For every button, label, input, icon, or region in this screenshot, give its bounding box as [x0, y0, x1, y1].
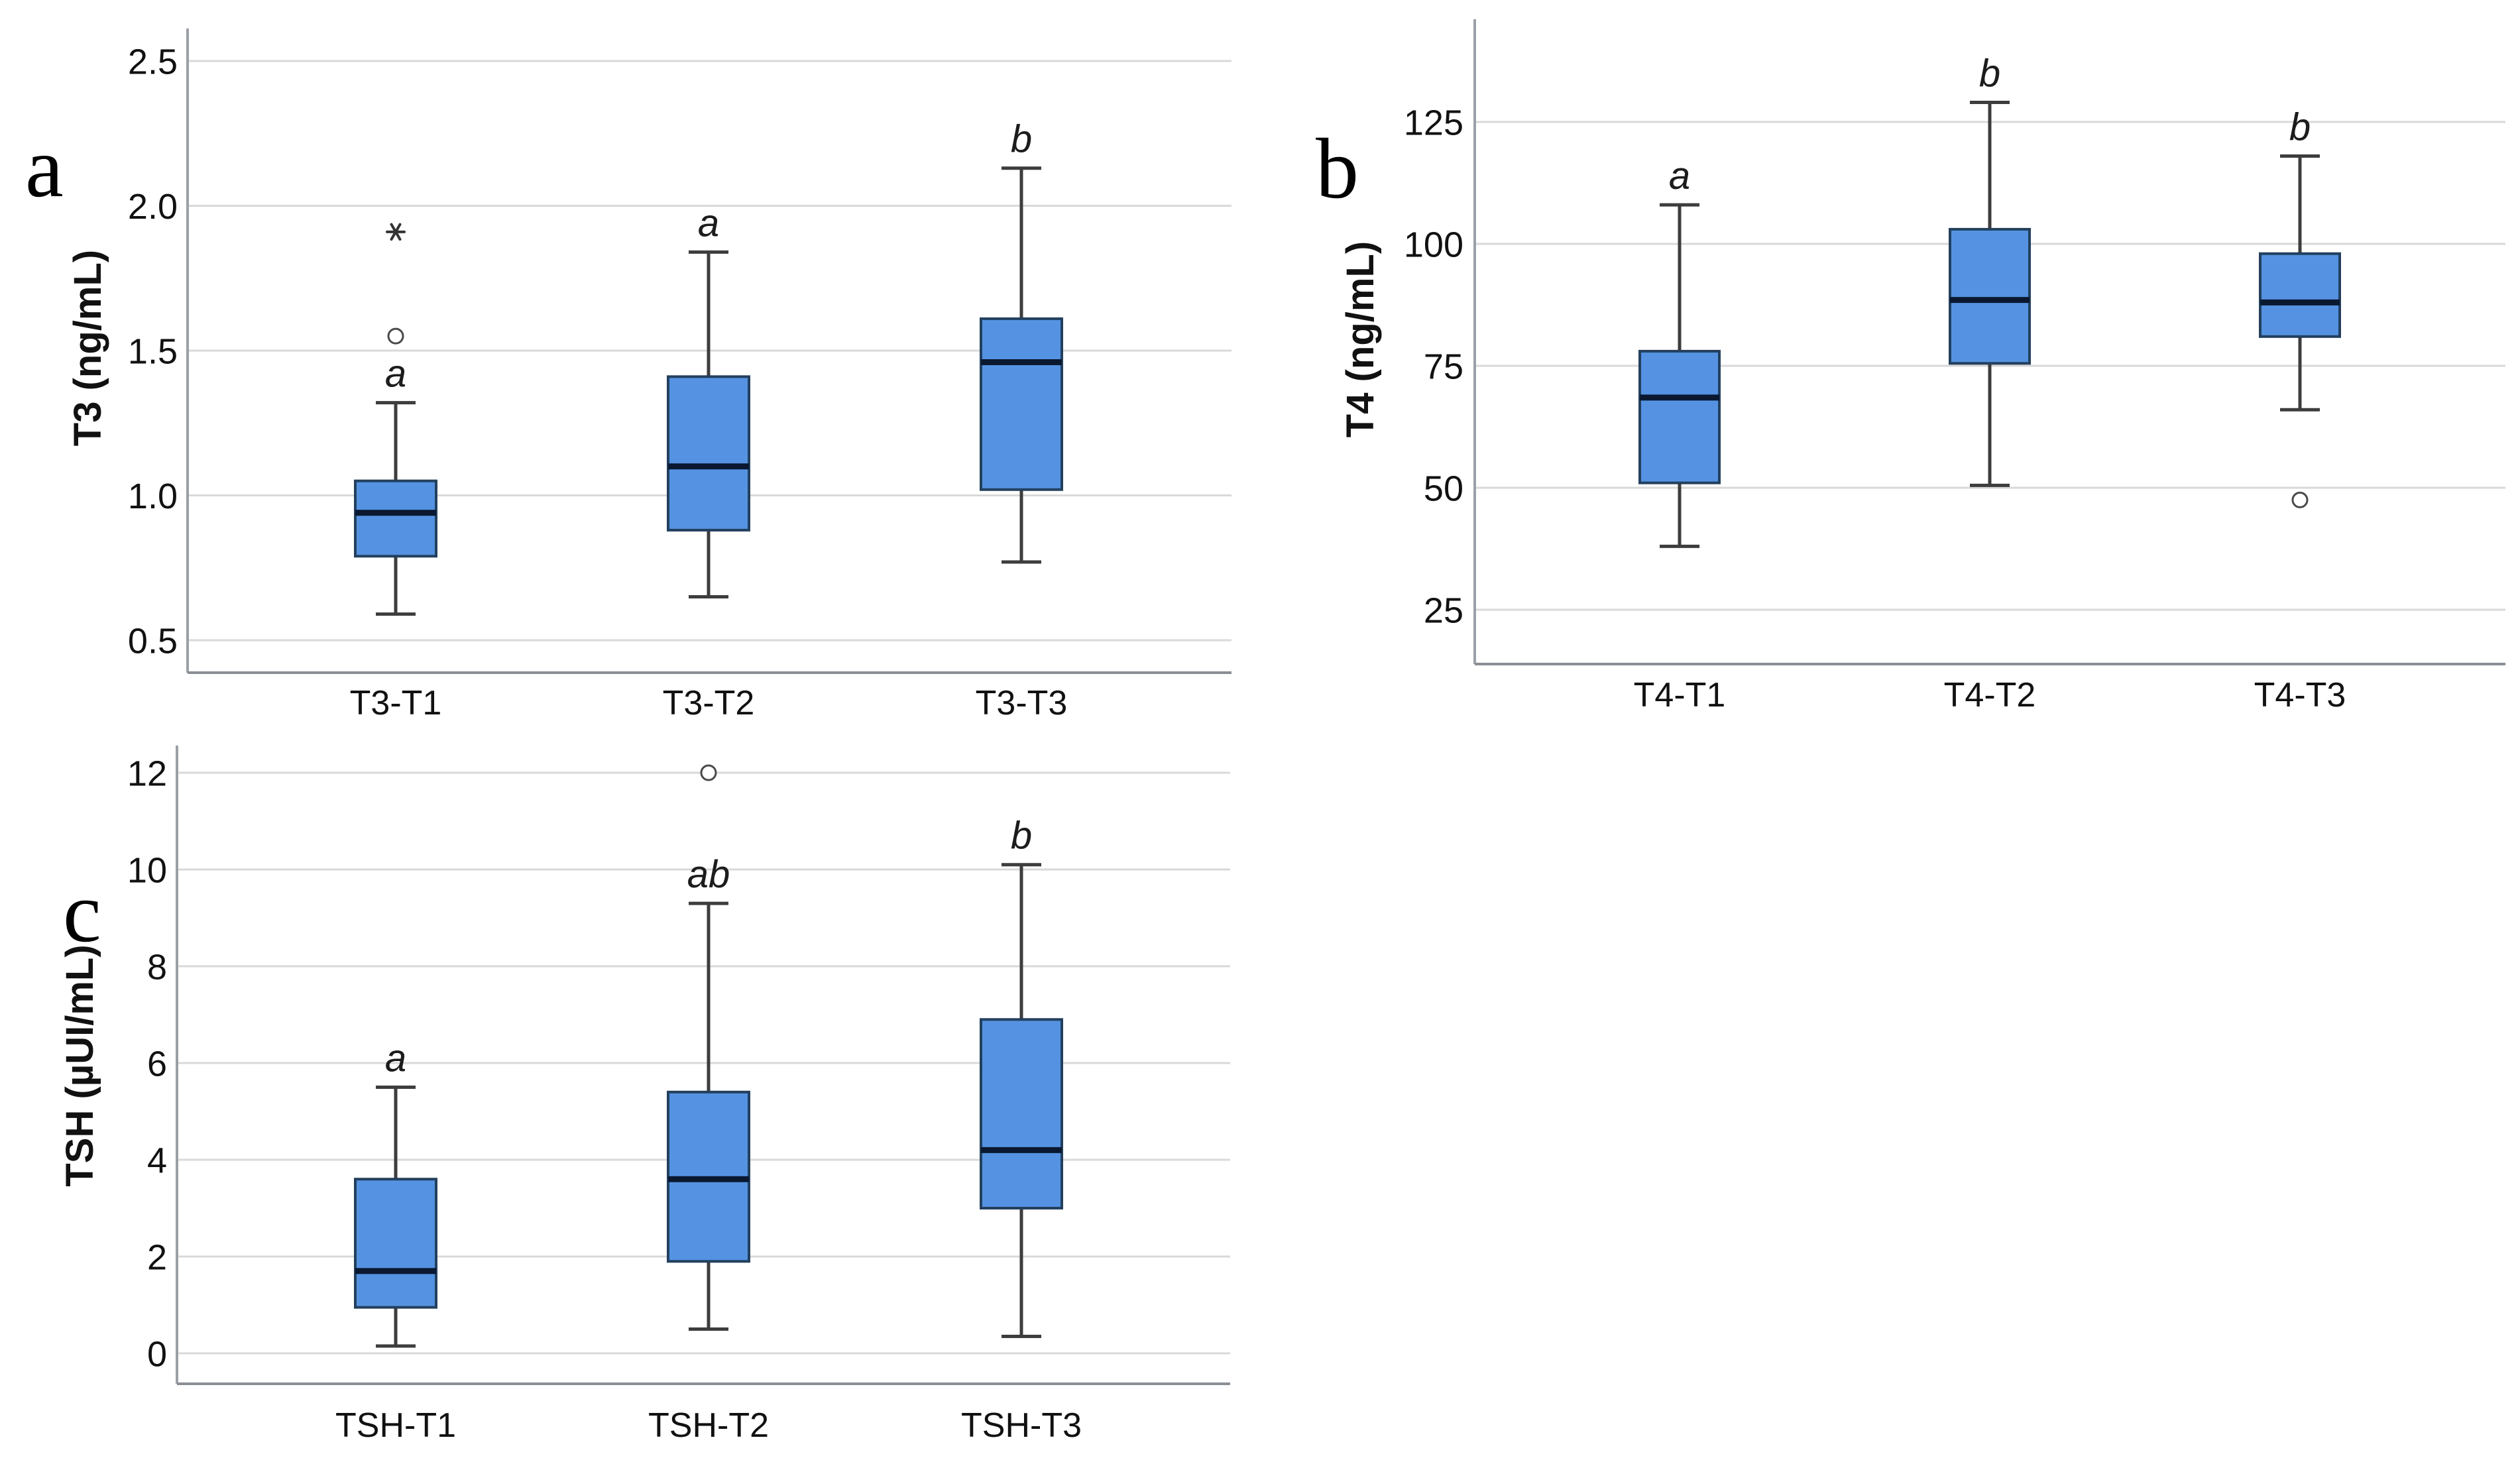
iqr-box	[354, 1178, 437, 1309]
y-tick-label: 2	[147, 1237, 167, 1277]
y-tick-label: 12	[127, 754, 167, 793]
significance-letter: b	[1979, 52, 2000, 95]
iqr-box	[1949, 227, 2031, 365]
y-tick-label: 0.5	[128, 621, 178, 661]
significance-letter: a	[385, 1037, 406, 1080]
y-tick-label: 2.0	[128, 187, 178, 227]
iqr-box	[2259, 252, 2341, 338]
category-label: T4-T2	[1944, 676, 2036, 714]
box-TSH-T3: b	[980, 814, 1063, 1338]
iqr-box	[667, 375, 750, 532]
iqr-box	[354, 479, 437, 558]
y-tick-label: 1.0	[128, 477, 178, 516]
box-T4-T3: b	[2259, 106, 2341, 508]
y-tick-label: 100	[1404, 225, 1463, 264]
y-tick-label: 8	[147, 947, 167, 987]
box-T4-T1: a	[1638, 154, 1721, 548]
significance-letter: b	[1011, 118, 1032, 161]
y-tick-label: 0	[147, 1334, 167, 1374]
outlier-star	[386, 223, 406, 241]
significance-letter: ab	[687, 853, 730, 896]
outlier-circle	[2291, 491, 2309, 508]
significance-letter: a	[698, 201, 719, 245]
y-tick-label: 4	[147, 1141, 167, 1180]
y-tick-label: 1.5	[128, 331, 178, 371]
y-tick-label: 75	[1424, 347, 1463, 386]
significance-letter: a	[385, 353, 406, 396]
iqr-box	[1638, 349, 1721, 484]
panel-a: 0.5 1.0 1.5 2.0 2.5 a T3-T1 a T3-T2 b T3-T3 T3 (ng/…	[25, 28, 1231, 722]
box-T3-T2: a	[667, 201, 750, 598]
box-TSH-T2: ab	[667, 764, 750, 1331]
panel-letter: b	[1316, 121, 1359, 217]
category-label: T3-T2	[663, 684, 755, 722]
significance-letter: b	[2289, 106, 2311, 149]
y-tick-label: 125	[1404, 103, 1463, 142]
panel-letter: c	[63, 865, 101, 960]
outlier-star-stroke	[390, 223, 402, 241]
category-label: TSH-T3	[961, 1406, 1082, 1445]
significance-letter: b	[1011, 814, 1032, 858]
y-tick-label: 50	[1424, 469, 1463, 508]
category-label: T3-T3	[976, 684, 1068, 722]
y-tick-label: 2.5	[128, 42, 178, 82]
panel-letter: a	[25, 120, 64, 215]
y-axis-label: T3 (ng/mL)	[66, 250, 109, 446]
category-label: T4-T3	[2254, 676, 2346, 714]
iqr-box	[980, 1018, 1063, 1210]
significance-letter: a	[1669, 154, 1690, 197]
box-TSH-T1: a	[354, 1037, 437, 1348]
box-T4-T2: b	[1949, 52, 2031, 487]
outlier-circle	[387, 327, 404, 345]
outlier-circle	[700, 764, 717, 781]
box-T3-T1: a	[354, 223, 437, 616]
panel-c: 0 2 4 6 8 10 12 a TSH-T1 ab TSH-T2 b TSH-T3 TSH (µUI/…	[58, 746, 1230, 1445]
category-label: T3-T1	[350, 684, 442, 722]
category-label: TSH-T2	[648, 1406, 769, 1445]
category-label: TSH-T1	[335, 1406, 456, 1445]
y-tick-label: 6	[147, 1044, 167, 1084]
box-T3-T3: b	[980, 118, 1063, 564]
y-tick-label: 25	[1424, 590, 1463, 630]
y-tick-label: 10	[127, 850, 167, 890]
y-axis-label: T4 (ng/mL)	[1339, 241, 1382, 437]
panel-b: 25 50 75 100 125 a T4-T1 b T4-T2 b T4-T3 T4 (ng/mL)…	[1316, 19, 2505, 714]
y-axis-label: TSH (µUI/mL)	[58, 944, 101, 1186]
iqr-box	[980, 317, 1063, 491]
category-label: T4-T1	[1634, 676, 1726, 714]
